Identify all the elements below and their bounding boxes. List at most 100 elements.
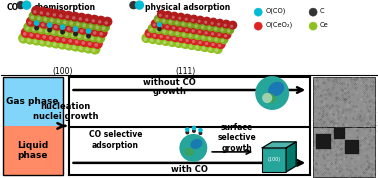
Circle shape bbox=[209, 28, 218, 37]
Circle shape bbox=[68, 39, 72, 43]
Circle shape bbox=[41, 23, 45, 27]
Text: CO: CO bbox=[7, 3, 19, 12]
Polygon shape bbox=[286, 142, 296, 172]
Circle shape bbox=[192, 129, 196, 133]
Circle shape bbox=[217, 33, 221, 36]
Bar bbox=[3, 77, 62, 126]
Circle shape bbox=[86, 33, 91, 38]
Circle shape bbox=[163, 11, 172, 20]
Circle shape bbox=[73, 35, 84, 46]
Text: without CO: without CO bbox=[143, 77, 196, 87]
Circle shape bbox=[163, 30, 166, 33]
Circle shape bbox=[254, 22, 262, 30]
Circle shape bbox=[211, 22, 214, 25]
Circle shape bbox=[96, 26, 99, 29]
Circle shape bbox=[196, 26, 206, 35]
Circle shape bbox=[53, 43, 57, 46]
Circle shape bbox=[51, 38, 62, 49]
Circle shape bbox=[40, 41, 43, 44]
Circle shape bbox=[169, 42, 173, 45]
Circle shape bbox=[182, 44, 186, 47]
Circle shape bbox=[157, 20, 167, 29]
Circle shape bbox=[202, 17, 211, 26]
Circle shape bbox=[65, 15, 69, 19]
Circle shape bbox=[219, 35, 229, 44]
Circle shape bbox=[212, 23, 222, 33]
Circle shape bbox=[148, 34, 158, 44]
Circle shape bbox=[208, 27, 211, 30]
Circle shape bbox=[67, 27, 71, 31]
Circle shape bbox=[202, 47, 205, 50]
Circle shape bbox=[92, 38, 103, 49]
Circle shape bbox=[40, 11, 43, 15]
Circle shape bbox=[25, 27, 29, 30]
Circle shape bbox=[206, 22, 215, 32]
Circle shape bbox=[49, 26, 60, 36]
Circle shape bbox=[30, 23, 40, 33]
Circle shape bbox=[58, 32, 62, 35]
Circle shape bbox=[206, 33, 215, 42]
Bar bbox=[262, 148, 286, 172]
Circle shape bbox=[47, 31, 57, 42]
Text: CO selective
adsorption: CO selective adsorption bbox=[89, 130, 142, 150]
Circle shape bbox=[184, 18, 188, 21]
Circle shape bbox=[17, 2, 24, 9]
Text: (111): (111) bbox=[175, 67, 195, 76]
Circle shape bbox=[90, 44, 101, 55]
Circle shape bbox=[36, 24, 47, 34]
Circle shape bbox=[97, 38, 101, 41]
Circle shape bbox=[34, 22, 38, 26]
Circle shape bbox=[154, 35, 164, 45]
Circle shape bbox=[38, 7, 48, 17]
Circle shape bbox=[143, 38, 147, 41]
Circle shape bbox=[62, 38, 66, 42]
Circle shape bbox=[164, 31, 174, 41]
Circle shape bbox=[70, 22, 73, 25]
Circle shape bbox=[66, 34, 77, 45]
Circle shape bbox=[186, 19, 195, 28]
Circle shape bbox=[52, 20, 62, 31]
Circle shape bbox=[79, 36, 90, 47]
Circle shape bbox=[193, 31, 203, 40]
Circle shape bbox=[72, 16, 76, 20]
Circle shape bbox=[79, 46, 82, 50]
Circle shape bbox=[25, 34, 36, 44]
Circle shape bbox=[209, 38, 219, 48]
Circle shape bbox=[33, 40, 37, 43]
Circle shape bbox=[46, 41, 50, 45]
Circle shape bbox=[177, 33, 187, 43]
Circle shape bbox=[42, 13, 52, 23]
Circle shape bbox=[216, 39, 226, 49]
Circle shape bbox=[193, 41, 203, 51]
Circle shape bbox=[154, 25, 164, 34]
Circle shape bbox=[35, 12, 45, 22]
Circle shape bbox=[88, 32, 99, 42]
Circle shape bbox=[89, 25, 93, 28]
Circle shape bbox=[99, 32, 103, 36]
Circle shape bbox=[21, 27, 31, 38]
Circle shape bbox=[64, 11, 73, 21]
Circle shape bbox=[151, 29, 161, 39]
Circle shape bbox=[104, 21, 108, 25]
Circle shape bbox=[28, 21, 32, 25]
Circle shape bbox=[156, 19, 159, 22]
Circle shape bbox=[156, 40, 160, 43]
Text: nucleation: nucleation bbox=[40, 103, 91, 111]
Circle shape bbox=[85, 48, 89, 51]
Circle shape bbox=[182, 33, 185, 36]
Circle shape bbox=[185, 130, 189, 134]
Circle shape bbox=[146, 33, 150, 36]
Circle shape bbox=[73, 26, 78, 32]
Text: O(CO): O(CO) bbox=[265, 8, 285, 14]
Bar bbox=[345, 140, 359, 154]
Circle shape bbox=[222, 20, 231, 29]
Circle shape bbox=[31, 35, 42, 46]
Circle shape bbox=[39, 19, 49, 29]
Circle shape bbox=[180, 39, 191, 49]
Circle shape bbox=[48, 14, 58, 24]
Circle shape bbox=[33, 10, 37, 14]
Circle shape bbox=[90, 15, 99, 25]
Circle shape bbox=[169, 31, 172, 34]
Circle shape bbox=[34, 29, 45, 40]
Circle shape bbox=[183, 34, 193, 44]
